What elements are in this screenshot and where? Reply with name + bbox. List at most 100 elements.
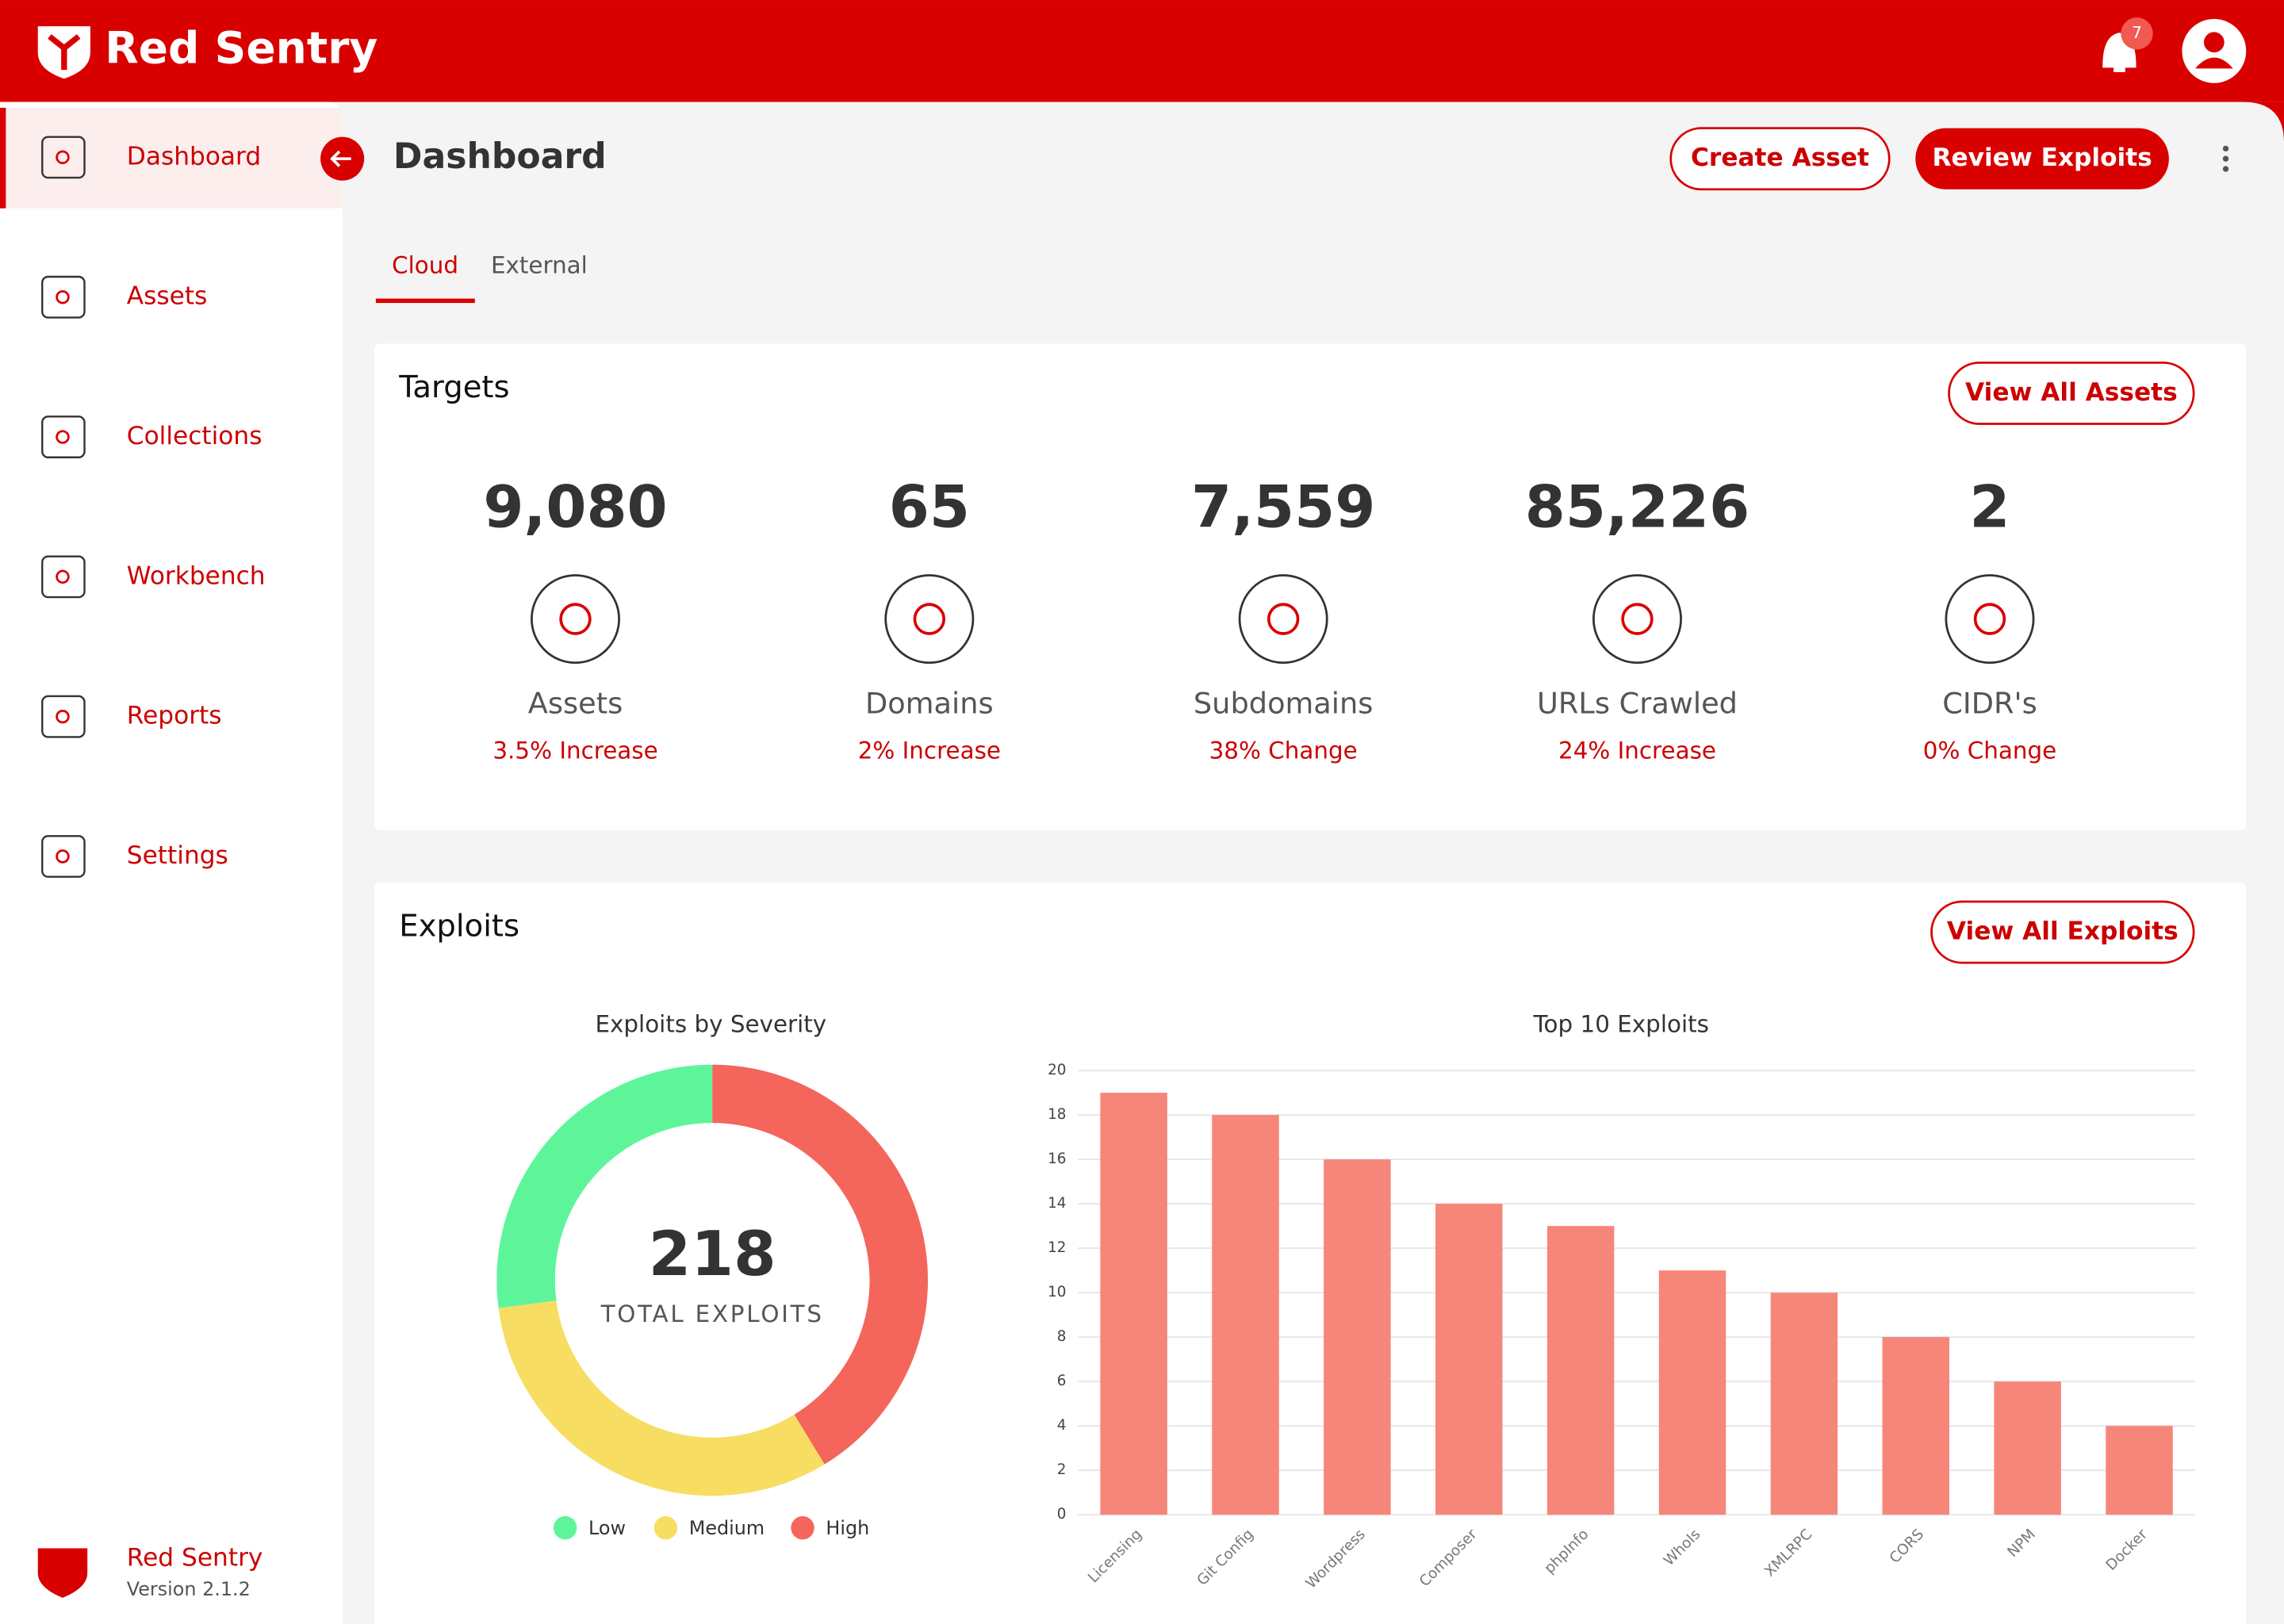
stat-label: Domains (865, 686, 994, 720)
tab[interactable]: External (491, 252, 588, 279)
brand[interactable]: Red Sentry (105, 22, 377, 73)
y-tick-label: 10 (1048, 1284, 1066, 1300)
legend-swatch (653, 1516, 678, 1540)
nav-item[interactable]: Assets (127, 282, 208, 311)
nav-item[interactable]: Collections (127, 422, 263, 450)
nav-icon-dot (56, 430, 70, 444)
bar (1994, 1381, 2061, 1515)
nav-icon[interactable] (41, 416, 86, 458)
button-label[interactable]: Create Asset (1691, 144, 1869, 172)
bar (1100, 1093, 1167, 1515)
stat-change: 0% Change (1923, 737, 2056, 764)
tab-underline (375, 298, 475, 304)
bar (1324, 1159, 1391, 1515)
bar (1546, 1226, 1615, 1515)
more-menu[interactable] (2222, 145, 2229, 172)
stat-value: 2 (1969, 474, 2010, 542)
footer-version: Version 2.1.2 (127, 1578, 251, 1600)
y-tick-label: 6 (1057, 1373, 1067, 1389)
nav-icon[interactable] (41, 275, 86, 319)
button-label[interactable]: View All Assets (1965, 378, 2178, 407)
nav-icon[interactable] (41, 555, 86, 599)
y-tick-label: 20 (1048, 1062, 1066, 1078)
review-exploits-button[interactable] (1915, 128, 2169, 190)
donut-total: 218 (649, 1219, 776, 1290)
donut-segment (711, 1064, 928, 1465)
nav-icon-dot (56, 289, 70, 304)
nav-icon[interactable] (41, 136, 86, 179)
avatar-head (2203, 32, 2225, 53)
view-exploits-button[interactable] (1930, 900, 2195, 964)
bar (1212, 1115, 1279, 1515)
bar (1658, 1270, 1726, 1515)
stat-change: 3.5% Increase (492, 737, 657, 764)
nav-item[interactable]: Reports (127, 702, 222, 730)
chart-title: Exploits by Severity (595, 1011, 826, 1038)
nav-item[interactable]: Workbench (127, 561, 266, 590)
stat-label: Assets (528, 686, 623, 720)
nav-icon-dot (56, 150, 70, 165)
nav-item[interactable]: Settings (127, 841, 228, 870)
stat-icon (531, 574, 620, 665)
collapse-icon (330, 150, 351, 167)
stat-icon-accent (559, 603, 592, 635)
y-tick-label: 4 (1057, 1417, 1067, 1434)
chart-title: Top 10 Exploits (1533, 1011, 1709, 1038)
y-tick-label: 18 (1048, 1106, 1066, 1123)
badge-count: 7 (2132, 23, 2142, 42)
create-asset-button[interactable] (1669, 127, 1891, 191)
stat-icon (1238, 574, 1328, 665)
card-title: Exploits (399, 909, 519, 944)
stat-icon (1592, 574, 1682, 665)
y-tick-label: 8 (1057, 1328, 1067, 1345)
stat-icon-accent (1267, 603, 1300, 635)
bar (1770, 1293, 1838, 1515)
tab[interactable]: Cloud (392, 252, 458, 279)
nav-icon-dot (56, 709, 70, 724)
bar (2106, 1426, 2173, 1515)
legend-label: Medium (689, 1517, 765, 1539)
stat-change: 38% Change (1209, 737, 1358, 764)
stat-icon-accent (913, 603, 946, 635)
stat-icon (884, 574, 975, 665)
button-label[interactable]: Review Exploits (1932, 144, 2152, 172)
stat-icon-accent (1973, 603, 2006, 635)
nav-icon[interactable] (41, 835, 86, 878)
stat-value: 7,559 (1191, 474, 1375, 542)
donut-label: TOTAL EXPLOITS (600, 1300, 824, 1327)
badge (2121, 17, 2153, 50)
y-tick-label: 0 (1057, 1506, 1067, 1522)
button-label[interactable]: View All Exploits (1947, 917, 2179, 946)
donut-segment (496, 1064, 713, 1308)
bar (1882, 1337, 1950, 1515)
stat-value: 65 (889, 474, 970, 542)
sidebar (0, 102, 343, 1624)
nav-item[interactable]: Dashboard (127, 142, 261, 170)
stat-label: URLs Crawled (1537, 686, 1738, 720)
view-assets-button[interactable] (1948, 361, 2195, 425)
card-title: Targets (398, 370, 509, 405)
legend-label: Low (588, 1517, 626, 1539)
y-tick-label: 12 (1048, 1239, 1066, 1256)
stat-value: 85,226 (1525, 474, 1749, 542)
stat-change: 2% Increase (858, 737, 1001, 764)
stat-icon (1945, 574, 2035, 665)
nav-active-bar (0, 107, 6, 209)
avatar-body (2194, 57, 2233, 69)
top-bar (0, 0, 2284, 102)
nav-icon-dot (56, 569, 70, 584)
page-title: Dashboard (393, 136, 607, 177)
nav-icon[interactable] (41, 695, 86, 738)
stat-change: 24% Increase (1558, 737, 1716, 764)
y-tick-label: 16 (1048, 1151, 1066, 1167)
donut-segment (498, 1300, 825, 1496)
footer-title: Red Sentry (127, 1543, 263, 1572)
stat-label: CIDR's (1942, 686, 2037, 720)
y-tick-label: 2 (1057, 1461, 1067, 1478)
corner (2243, 102, 2284, 144)
stat-icon-accent (1621, 603, 1654, 635)
legend-label: High (826, 1517, 869, 1539)
bar (1435, 1204, 1503, 1515)
